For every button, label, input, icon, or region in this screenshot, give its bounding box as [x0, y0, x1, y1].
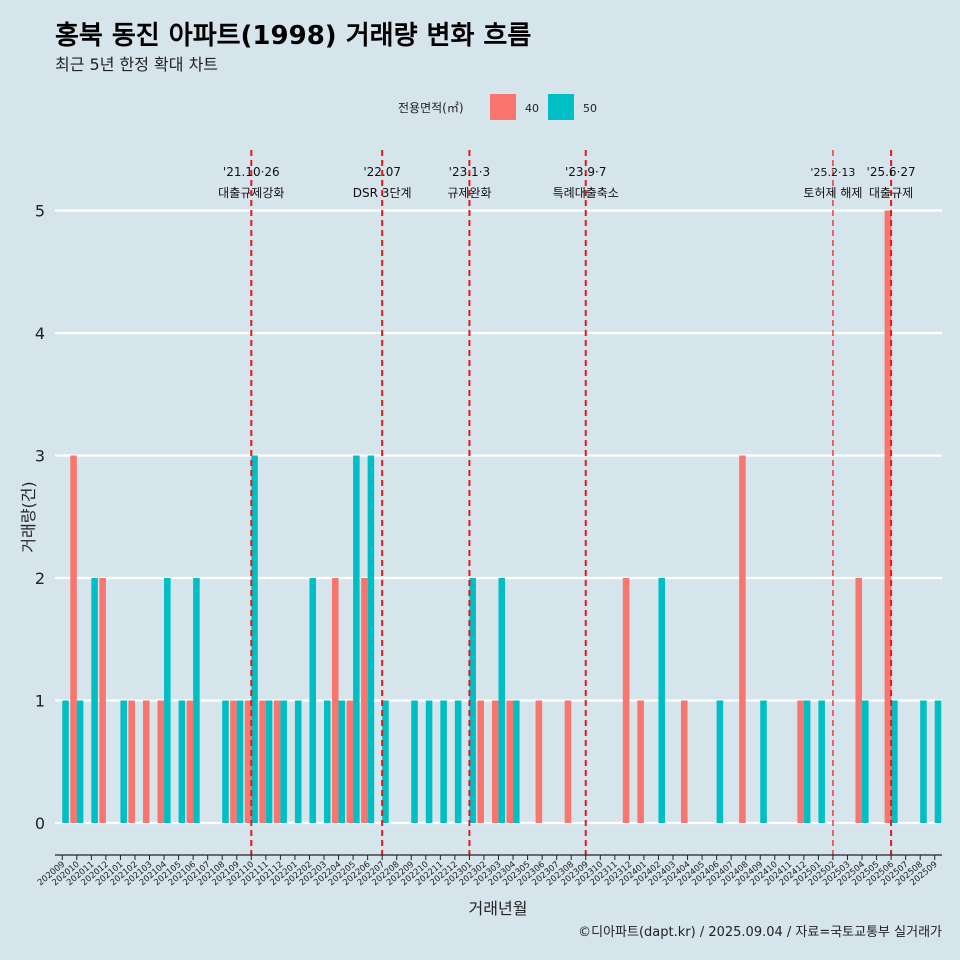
bar-50-202506	[891, 700, 898, 823]
x-axis-title: 거래년월	[469, 899, 528, 918]
bar-40-202404	[680, 700, 688, 823]
bar-50-202504	[862, 700, 869, 823]
bar-40-202308	[564, 700, 572, 823]
bar-50-202501	[818, 700, 825, 823]
bar-40-202401	[637, 700, 644, 823]
bar-50-202110	[251, 455, 258, 823]
y-tick-label: 5	[35, 202, 45, 221]
legend-title: 전용면적(㎡)	[398, 101, 464, 115]
bar-40-202205	[346, 700, 354, 823]
legend: 전용면적(㎡) 40 50	[398, 94, 597, 120]
bar-40-202204	[332, 578, 339, 823]
bar-40-202012	[99, 578, 106, 823]
bar-40-202306	[535, 700, 543, 823]
bar-50-202508	[920, 700, 927, 823]
bar-50-202206	[367, 455, 375, 823]
bar-40-202506	[884, 210, 892, 823]
x-axis: 2020092020102020112020122021012021022021…	[36, 854, 942, 888]
event-label: 대출규제	[869, 186, 913, 200]
bar-50-202009	[62, 700, 69, 823]
bar-50-202409	[760, 700, 767, 823]
bar-40-202103	[142, 700, 150, 823]
y-tick-label: 3	[35, 447, 45, 466]
bar-50-202209	[411, 700, 418, 823]
bar-50-202304	[513, 700, 520, 823]
bar-50-202109	[236, 700, 244, 823]
event-date-label: '23.9·7	[565, 165, 606, 179]
event-label: 토허제 해제	[803, 186, 862, 200]
bar-50-202202	[309, 578, 317, 823]
bar-50-202301	[469, 578, 476, 823]
bar-50-202402	[658, 578, 665, 823]
bar-50-202211	[440, 700, 447, 823]
bar-40-202106	[186, 700, 194, 823]
bar-40-202206	[361, 578, 368, 823]
bar-50-202105	[178, 700, 186, 823]
legend-label-40: 40	[525, 102, 539, 115]
event-markers: '21.10·26 대출규제강화 '22.07 DSR 3단계 '23.1·3 규제완화 '…	[218, 150, 916, 855]
event-label: 대출규제강화	[218, 186, 284, 200]
y-tick-labels: 0 1 2 3 4 5	[35, 202, 45, 834]
bar-40-202111	[259, 700, 266, 823]
event-date-label: '23.1·3	[449, 165, 490, 179]
bar-40-202304	[506, 700, 514, 823]
bar-40-202504	[855, 578, 863, 823]
bar-50-202406	[716, 700, 724, 823]
bar-40-202312	[622, 578, 630, 823]
y-tick-label: 2	[35, 569, 45, 588]
bar-40-202302	[477, 700, 484, 823]
bar-40-202102	[128, 700, 135, 823]
bar-50-202010	[76, 700, 84, 823]
event-label: DSR 3단계	[353, 186, 412, 200]
legend-label-50: 50	[583, 102, 597, 115]
event-date-label: '25.2·13	[810, 166, 855, 179]
event-label: 규제완화	[447, 186, 491, 200]
bar-50-202207	[382, 700, 389, 823]
bar-40-202010	[70, 455, 77, 823]
bars	[62, 210, 942, 823]
bar-40-202104	[157, 700, 165, 823]
bar-40-202408	[739, 455, 746, 823]
y-tick-label: 4	[35, 324, 45, 343]
event-date-label: '21.10·26	[223, 165, 280, 179]
bar-50-202104	[164, 578, 171, 823]
y-axis-title: 거래량(건)	[19, 481, 38, 552]
y-tick-label: 0	[35, 814, 45, 833]
caption: ©디아파트(dapt.kr) / 2025.09.04 / 자료=국토교통부 실…	[578, 925, 942, 940]
event-date-label: '22.07	[363, 165, 401, 179]
event-label: 특례대출축소	[553, 186, 619, 200]
bar-50-202412	[803, 700, 811, 823]
bar-40-202109	[230, 700, 237, 823]
bar-40-202303	[491, 700, 499, 823]
legend-swatch-50	[548, 94, 574, 120]
bar-50-202111	[265, 700, 273, 823]
bar-40-202412	[797, 700, 804, 823]
bar-50-202303	[498, 578, 506, 823]
bar-50-202203	[324, 700, 331, 823]
bar-50-202108	[222, 700, 229, 823]
y-tick-label: 1	[35, 692, 45, 711]
bar-50-202509	[934, 700, 942, 823]
bar-50-202011	[91, 578, 98, 823]
bar-40-202112	[273, 700, 281, 823]
bar-40-202110	[244, 700, 252, 823]
bar-50-202101	[120, 700, 127, 823]
bar-50-202106	[193, 578, 200, 823]
bar-50-202205	[353, 455, 360, 823]
chart-subtitle: 최근 5년 한정 확대 차트	[55, 55, 218, 74]
event-date-label: '25.6·27	[867, 165, 916, 179]
legend-swatch-40	[490, 94, 516, 120]
bar-50-202112	[280, 700, 287, 823]
chart-title: 홍북 동진 아파트(1998) 거래량 변화 흐름	[55, 21, 531, 51]
bar-50-202201	[294, 700, 302, 823]
bar-50-202212	[454, 700, 462, 823]
bar-50-202210	[425, 700, 433, 823]
bar-50-202204	[338, 700, 346, 823]
